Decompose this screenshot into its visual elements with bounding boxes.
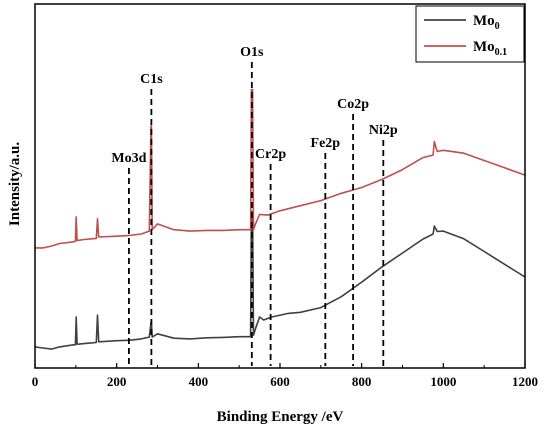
x-tick-label: 600 (270, 374, 290, 389)
peak-label-co2p: Co2p (337, 97, 369, 112)
legend-box (415, 5, 525, 63)
peak-label-mo3d: Mo3d (111, 151, 146, 166)
legend-label-0: Mo0 (473, 13, 500, 32)
x-tick-label: 1000 (430, 374, 456, 389)
x-tick-label: 200 (107, 374, 127, 389)
x-tick-label: 400 (189, 374, 209, 389)
x-axis-label: Binding Energy /eV (217, 409, 344, 425)
peak-label-fe2p: Fe2p (311, 136, 341, 151)
peak-label-c1s: C1s (140, 72, 163, 87)
series-lines (34, 88, 526, 350)
series-line-mo0 (34, 210, 526, 350)
peak-label-cr2p: Cr2p (255, 147, 286, 162)
series-line-mo0-1 (35, 88, 526, 249)
x-tick-label: 800 (352, 374, 372, 389)
legend-label-1: Mo0.1 (473, 39, 507, 58)
legend: Mo0 Mo0.1 (415, 5, 525, 63)
y-axis-label: Intensity/a.u. (7, 142, 23, 226)
x-tick-label: 1200 (512, 374, 538, 389)
plot-frame (34, 3, 526, 369)
x-tick-label: 0 (32, 374, 39, 389)
peak-label-ni2p: Ni2p (369, 123, 398, 138)
x-axis-ticks: 0 200 400 600 800 1000 1200 (32, 363, 538, 389)
peak-label-o1s: O1s (240, 45, 264, 60)
